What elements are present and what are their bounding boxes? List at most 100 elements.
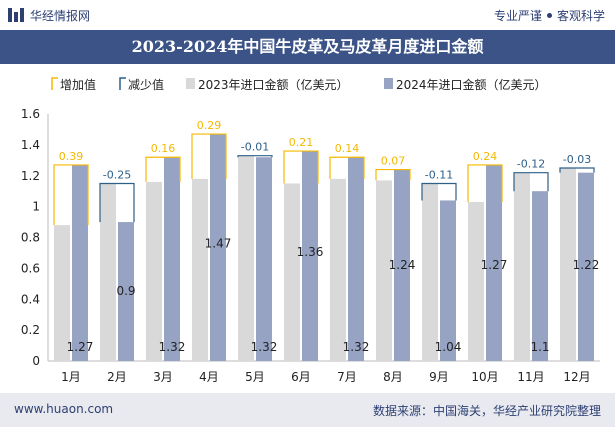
bar-2024-7 [348, 157, 364, 361]
change-label-10: 0.24 [473, 150, 498, 163]
bar-2023-6 [284, 183, 300, 361]
brand-name: 华经情报网 [30, 9, 91, 23]
value-label-2024-5: 1.32 [251, 340, 278, 354]
change-label-1: 0.39 [59, 150, 84, 163]
y-tick-label-5: 1 [32, 200, 40, 214]
y-tick-label-4: 0.8 [21, 231, 40, 245]
bar-2023-12 [560, 168, 576, 361]
bar-2024-4 [210, 134, 226, 361]
change-label-3: 0.16 [151, 142, 176, 155]
bar-2024-6 [302, 151, 318, 361]
bar-2024-5 [256, 157, 272, 361]
change-bracket-6 [283, 150, 319, 184]
bar-2024-2 [118, 222, 134, 361]
change-label-2: -0.25 [103, 168, 131, 181]
legend-label-1: 减少值 [128, 77, 164, 92]
y-tick-label-0: 0 [32, 354, 40, 368]
bar-2023-1 [54, 225, 70, 361]
x-tick-label-7: 7月 [337, 370, 357, 384]
value-label-2024-1: 1.27 [67, 340, 94, 354]
legend-label-0: 增加值 [60, 77, 96, 92]
change-bracket-7 [329, 156, 365, 179]
value-label-2024-4: 1.47 [205, 237, 232, 251]
bar-2024-10 [486, 164, 502, 361]
x-tick-label-9: 9月 [429, 370, 449, 384]
footer-source: 数据来源：中国海关，华经产业研究院整理 [372, 404, 601, 418]
change-bracket-10 [467, 164, 503, 202]
chart-title: 2023-2024年中国牛皮革及马皮革月度进口金额 [131, 37, 484, 56]
x-tick-label-5: 5月 [245, 370, 265, 384]
value-label-2024-6: 1.36 [297, 245, 324, 259]
change-bracket-8 [375, 168, 411, 181]
bar-2023-5 [238, 155, 254, 361]
footer-bar [0, 393, 615, 427]
x-tick-label-11: 11月 [517, 370, 544, 384]
bar-2024-11 [532, 191, 548, 361]
value-label-2024-12: 1.22 [573, 258, 600, 272]
bar-2023-2 [100, 183, 116, 361]
bar-2023-8 [376, 180, 392, 361]
legend-marker-1 [119, 77, 126, 90]
change-bracket-4 [191, 133, 227, 179]
x-tick-label-2: 2月 [107, 370, 127, 384]
top-bar: 华经情报网 专业严谨 客观科学 [0, 0, 615, 30]
change-bracket-1 [53, 164, 89, 226]
value-label-2024-9: 1.04 [435, 340, 462, 354]
x-tick-label-4: 4月 [199, 370, 219, 384]
bar-2024-9 [440, 200, 456, 361]
bar-2023-11 [514, 172, 530, 361]
change-bracket-9 [421, 182, 457, 201]
change-bracket-5 [237, 155, 273, 158]
value-label-2024-10: 1.27 [481, 258, 508, 272]
tag-objective: 客观科学 [556, 9, 605, 23]
header-tags: 专业严谨 客观科学 [494, 7, 605, 24]
change-bracket-12 [559, 167, 595, 173]
legend-marker-2 [186, 78, 195, 89]
change-label-5: -0.01 [241, 141, 269, 154]
change-bracket-11 [513, 172, 549, 192]
x-tick-label-1: 1月 [61, 370, 81, 384]
change-label-12: -0.03 [563, 153, 591, 166]
bar-2023-7 [330, 178, 346, 361]
value-label-2024-2: 0.9 [116, 284, 135, 298]
bar-2024-12 [578, 172, 594, 361]
change-label-11: -0.12 [517, 158, 545, 171]
change-bracket-2 [99, 182, 135, 223]
x-tick-label-10: 10月 [471, 370, 498, 384]
x-tick-label-12: 12月 [563, 370, 590, 384]
footer-url[interactable]: www.huaon.com [14, 402, 114, 416]
value-label-2024-3: 1.32 [159, 340, 186, 354]
bar-2024-8 [394, 169, 410, 361]
bar-2023-4 [192, 178, 208, 361]
y-tick-label-6: 1.2 [21, 169, 40, 183]
change-label-7: 0.14 [335, 142, 360, 155]
legend-label-3: 2024年进口金额（亿美元） [396, 77, 547, 92]
change-label-8: 0.07 [381, 155, 406, 168]
value-label-2024-11: 1.1 [530, 340, 549, 354]
x-tick-label-3: 3月 [153, 370, 173, 384]
separator-dot-icon [546, 13, 552, 18]
chart: 增加值 减少值 2023年进口金额（亿美元） 2024年进口金额（亿美元） 0 0.2 0.… [21, 77, 600, 384]
y-tick-label-3: 0.6 [21, 261, 40, 275]
change-label-6: 0.21 [289, 136, 314, 149]
legend-marker-0 [51, 77, 58, 90]
y-tick-label-1: 0.2 [21, 323, 40, 337]
tag-rigorous: 专业严谨 [493, 9, 542, 23]
bar-2023-3 [146, 181, 162, 361]
title-bar [0, 30, 615, 64]
logo-icon [8, 8, 24, 22]
y-tick-label-2: 0.4 [21, 292, 40, 306]
change-bracket-3 [145, 156, 181, 182]
y-tick-label-8: 1.6 [21, 107, 40, 121]
bar-2024-3 [164, 157, 180, 361]
bar-2023-9 [422, 183, 438, 361]
change-label-4: 0.29 [197, 119, 222, 132]
value-label-2024-7: 1.32 [343, 340, 370, 354]
x-tick-label-6: 6月 [291, 370, 311, 384]
bar-2023-10 [468, 201, 484, 361]
bar-2024-1 [72, 164, 88, 361]
change-label-9: -0.11 [425, 168, 453, 181]
legend-label-2: 2023年进口金额（亿美元） [198, 77, 349, 92]
legend-marker-3 [384, 78, 393, 89]
y-tick-label-7: 1.4 [21, 138, 40, 152]
